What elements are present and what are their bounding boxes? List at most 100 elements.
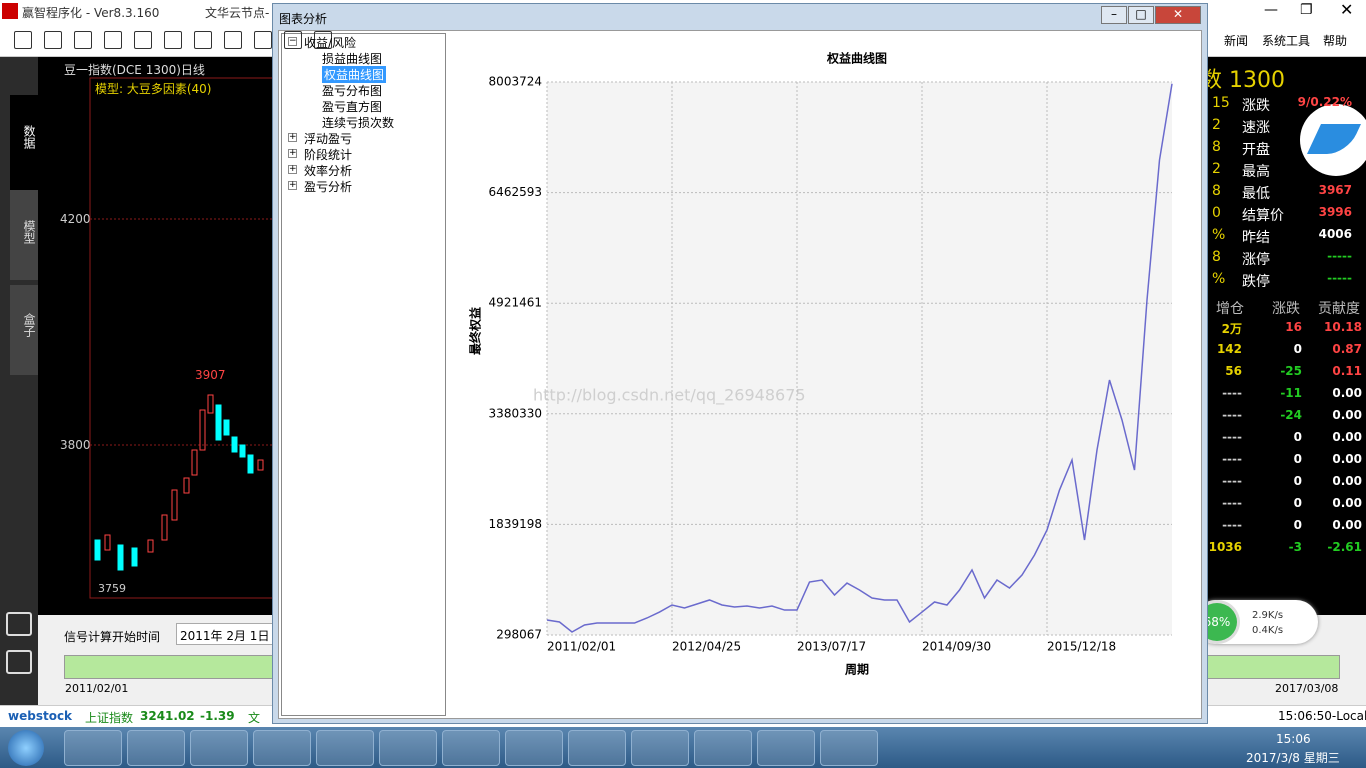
quote-left: 2	[1212, 117, 1221, 133]
app-icon	[2, 3, 18, 19]
quote-name: 速涨	[1242, 120, 1270, 136]
toolbar-icon[interactable]	[194, 31, 212, 49]
menu-item[interactable]: 新闻	[1224, 34, 1249, 48]
quote-value: 3996	[1318, 205, 1352, 219]
task-button[interactable]	[442, 730, 500, 766]
task-button[interactable]	[757, 730, 815, 766]
tree-node[interactable]: 浮动盈亏	[304, 132, 353, 146]
dialog-maximize[interactable]: □	[1128, 6, 1154, 24]
task-button[interactable]	[64, 730, 122, 766]
clock: 15:06:50-Local	[1278, 709, 1366, 723]
quote-name: 结算价	[1242, 208, 1284, 224]
dialog-close[interactable]: ✕	[1155, 6, 1201, 24]
table-cell: 0.00	[1332, 430, 1362, 444]
toolbar-icon[interactable]	[134, 31, 152, 49]
tree-node[interactable]: 阶段统计	[304, 148, 353, 162]
quote-left: %	[1212, 271, 1226, 287]
task-button[interactable]	[190, 730, 248, 766]
table-cell: -11	[1280, 386, 1302, 400]
tree-node[interactable]: 效率分析	[304, 164, 353, 178]
table-cell: -24	[1280, 408, 1302, 422]
price-label: 4200	[60, 212, 91, 226]
task-button[interactable]	[316, 730, 374, 766]
index-change: -1.39	[200, 709, 235, 723]
tray-date: 2017/3/8 星期三	[1246, 751, 1340, 765]
app-title: 赢智程序化 - Ver8.3.160	[22, 6, 160, 20]
quote-left: 2	[1212, 161, 1221, 177]
table-cell: 0.87	[1332, 342, 1362, 356]
task-button[interactable]	[820, 730, 878, 766]
index-value: 3241.02	[140, 709, 195, 723]
side-button[interactable]	[6, 650, 32, 674]
network-widget[interactable]: 68% 2.9K/s 0.4K/s	[1194, 600, 1318, 644]
tree-panel	[281, 33, 446, 716]
table-cell: ----	[1222, 496, 1242, 510]
table-cell: ----	[1222, 386, 1242, 400]
task-button[interactable]	[568, 730, 626, 766]
table-cell: -3	[1288, 540, 1302, 554]
table-cell: 0	[1293, 342, 1302, 356]
tree-leaf[interactable]: 权益曲线图	[322, 66, 387, 83]
quote-left: 8	[1212, 139, 1221, 155]
menu-item[interactable]: 系统工具	[1262, 34, 1311, 48]
tree-toggle[interactable]: +	[288, 180, 297, 190]
candle	[207, 394, 214, 414]
quote-value: 9/0.22%	[1297, 95, 1352, 109]
tree-node[interactable]: 收益/风险	[304, 36, 357, 50]
close[interactable]: ✕	[1340, 0, 1354, 19]
tree-toggle[interactable]: +	[288, 132, 297, 142]
side-tab[interactable]: 数据	[10, 95, 38, 190]
toolbar-icon[interactable]	[254, 31, 272, 49]
toolbar-icon[interactable]	[74, 31, 92, 49]
table-cell: 0	[1293, 452, 1302, 466]
task-button[interactable]	[379, 730, 437, 766]
tree-toggle[interactable]: −	[288, 36, 297, 46]
start-button[interactable]	[8, 730, 44, 766]
task-button[interactable]	[694, 730, 752, 766]
task-button[interactable]	[505, 730, 563, 766]
toolbar-icon[interactable]	[44, 31, 62, 49]
toolbar-icon[interactable]	[104, 31, 122, 49]
node-label: 文华云节点-	[205, 6, 270, 20]
candle	[117, 544, 124, 571]
table-cell: 0.00	[1332, 408, 1362, 422]
toolbar-icon[interactable]	[14, 31, 32, 49]
side-button[interactable]	[6, 612, 32, 636]
quote-left: 8	[1212, 249, 1221, 265]
task-button[interactable]	[631, 730, 689, 766]
table-cell: -2.61	[1327, 540, 1362, 554]
toolbar-icon[interactable]	[284, 31, 302, 49]
candle	[215, 404, 222, 441]
peak-label: 3907	[195, 368, 226, 382]
tree-toggle[interactable]: +	[288, 164, 297, 174]
candle	[199, 409, 206, 451]
task-button[interactable]	[127, 730, 185, 766]
toolbar-icon[interactable]	[224, 31, 242, 49]
side-tab[interactable]: 盒子	[10, 285, 38, 375]
task-button[interactable]	[253, 730, 311, 766]
bird-icon[interactable]	[1300, 104, 1366, 176]
signal-label: 信号计算开始时间	[64, 630, 161, 644]
candles	[94, 394, 264, 571]
minimize[interactable]: —	[1264, 2, 1278, 18]
candle	[147, 539, 154, 553]
tree-toggle[interactable]: +	[288, 148, 297, 158]
tree-leaf[interactable]: 盈亏直方图	[322, 100, 383, 114]
table-cell: ----	[1222, 474, 1242, 488]
tree-leaf[interactable]: 损益曲线图	[322, 52, 383, 66]
candle	[183, 477, 190, 494]
tree-leaf[interactable]: 连续亏损次数	[322, 116, 395, 130]
menu-item[interactable]: 帮助	[1323, 34, 1348, 48]
tree-node[interactable]: 盈亏分析	[304, 180, 353, 194]
toolbar-icon[interactable]	[164, 31, 182, 49]
maximize[interactable]: ❐	[1300, 2, 1313, 18]
toolbar-icon[interactable]	[314, 31, 332, 49]
table-cell: ----	[1222, 452, 1242, 466]
tray-time: 15:06	[1276, 732, 1311, 746]
table-header: 涨跌	[1272, 301, 1300, 317]
side-tab[interactable]: 模型	[10, 190, 38, 280]
tree-leaf[interactable]: 盈亏分布图	[322, 84, 383, 98]
dialog-minimize[interactable]: –	[1101, 6, 1127, 24]
taskbar: 15:06 2017/3/8 星期三	[0, 727, 1366, 768]
